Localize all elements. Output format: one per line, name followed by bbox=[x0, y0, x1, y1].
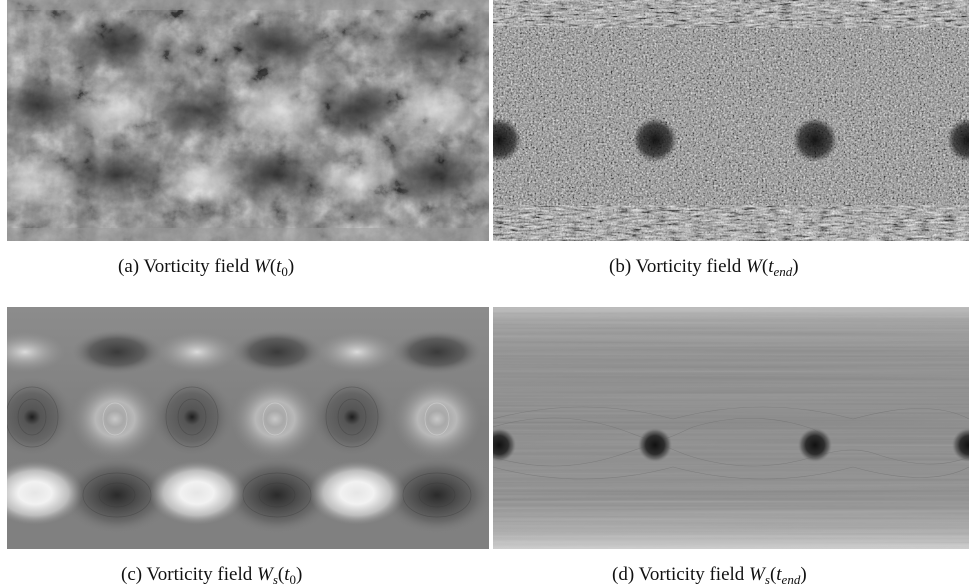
figure-panel-c bbox=[7, 307, 489, 549]
figure-panel-a bbox=[7, 0, 489, 241]
caption-text: Vorticity field bbox=[638, 564, 745, 585]
caption-arg-sub: end bbox=[781, 572, 801, 587]
caption-text: Vorticity field bbox=[146, 564, 253, 585]
caption-symbol: W bbox=[253, 256, 270, 277]
caption-label: (a) bbox=[118, 256, 140, 277]
caption-label: (b) bbox=[609, 256, 632, 277]
caption-arg: t bbox=[276, 256, 282, 277]
caption-arg: t bbox=[776, 564, 782, 585]
caption-b: (b) Vorticity field W(tend) bbox=[609, 256, 799, 279]
figure-panel-d bbox=[493, 307, 969, 549]
vorticity-image-d bbox=[493, 307, 969, 549]
caption-d: (d) Vorticity field Ws(tend) bbox=[612, 564, 807, 587]
figure-panel-b bbox=[493, 0, 969, 241]
vorticity-image-c bbox=[7, 307, 489, 549]
caption-a: (a) Vorticity field W(t0) bbox=[118, 256, 295, 279]
vorticity-image-a bbox=[7, 0, 489, 241]
caption-text: Vorticity field bbox=[143, 256, 250, 277]
caption-c: (c) Vorticity field Ws(t0) bbox=[121, 564, 303, 587]
caption-text: Vorticity field bbox=[635, 256, 742, 277]
caption-arg-sub: end bbox=[773, 264, 793, 279]
caption-arg: t bbox=[768, 256, 774, 277]
caption-symbol-sub: s bbox=[272, 572, 278, 587]
caption-symbol: W bbox=[749, 564, 765, 585]
caption-label: (c) bbox=[121, 564, 143, 585]
vorticity-image-b bbox=[493, 0, 969, 241]
caption-arg: t bbox=[284, 564, 290, 585]
caption-arg-sub: 0 bbox=[281, 264, 288, 279]
caption-symbol: W bbox=[256, 564, 273, 585]
caption-symbol-sub: s bbox=[764, 572, 770, 587]
caption-label: (d) bbox=[612, 564, 635, 585]
caption-symbol: W bbox=[746, 256, 762, 277]
caption-arg-sub: 0 bbox=[289, 572, 296, 587]
